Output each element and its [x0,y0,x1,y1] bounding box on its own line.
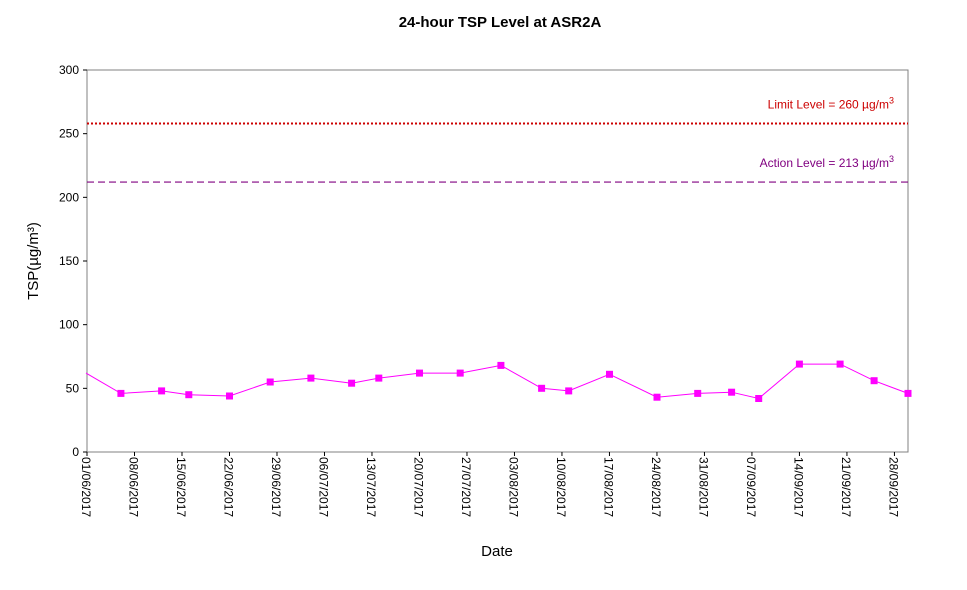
data-point-marker [456,369,464,377]
data-point-marker [653,393,661,401]
y-tick-label: 0 [72,445,79,459]
x-tick-label: 21/09/2017 [839,457,853,517]
data-point-marker [416,369,423,377]
data-point-marker [728,388,736,396]
data-point-marker [755,395,763,402]
data-point-marker [795,360,803,368]
y-tick-label: 50 [66,381,80,395]
x-axis: 01/06/2017 08/06/2017 15/06/2017 22/06/2017… [79,452,900,517]
series-line [85,363,909,400]
y-axis: 0 50 100 150 200 250 300 [59,63,87,459]
data-point-marker [904,389,912,397]
series-group [85,360,912,402]
x-tick-label: 14/09/2017 [791,457,805,517]
x-tick-label: 08/06/2017 [126,457,140,517]
reference-lines: Limit Level = 260 µg/m3 Action Level = 21… [87,95,908,183]
y-axis-label: TSP(µg/m³) [25,222,42,300]
x-tick-label: 06/07/2017 [316,457,330,517]
data-point-marker [870,377,878,385]
x-tick-label: 13/07/2017 [364,457,378,517]
reference-line-label: Action Level = 213 µg/m3 [760,154,894,170]
x-tick-label: 28/09/2017 [886,457,900,517]
data-point-marker [185,391,193,399]
x-tick-label: 15/06/2017 [174,457,188,517]
plot-area [86,69,909,453]
x-tick-label: 07/09/2017 [744,457,758,517]
data-point-marker [375,374,383,382]
data-point-marker [836,360,844,368]
data-point-marker [307,374,315,382]
reference-line-label: Limit Level = 260 µg/m3 [768,95,894,111]
x-tick-label: 24/08/2017 [649,457,663,517]
data-point-marker [606,370,613,378]
data-point-marker [694,389,702,397]
x-tick-label: 10/08/2017 [554,457,568,517]
data-point-marker [158,387,166,395]
data-point-marker [266,378,274,386]
y-tick-label: 150 [59,254,79,268]
x-tick-label: 03/08/2017 [506,457,520,517]
data-point-marker [538,384,546,392]
x-tick-label: 22/06/2017 [221,457,235,517]
data-point-marker [565,387,573,395]
x-tick-label: 31/08/2017 [696,457,710,517]
x-tick-label: 01/06/2017 [79,457,93,517]
y-tick-label: 300 [59,63,79,77]
x-tick-label: 20/07/2017 [411,457,425,517]
chart-title: 24-hour TSP Level at ASR2A [399,14,602,31]
data-point-marker [226,392,233,400]
data-point-marker [348,379,356,387]
x-tick-label: 27/07/2017 [459,457,473,517]
y-tick-label: 100 [59,318,79,332]
y-tick-label: 250 [59,127,79,141]
x-axis-label: Date [481,543,513,560]
x-tick-label: 29/06/2017 [269,457,283,517]
y-tick-label: 200 [59,190,79,204]
data-point-marker [497,361,505,369]
x-tick-label: 17/08/2017 [601,457,615,517]
data-point-marker [117,389,125,397]
